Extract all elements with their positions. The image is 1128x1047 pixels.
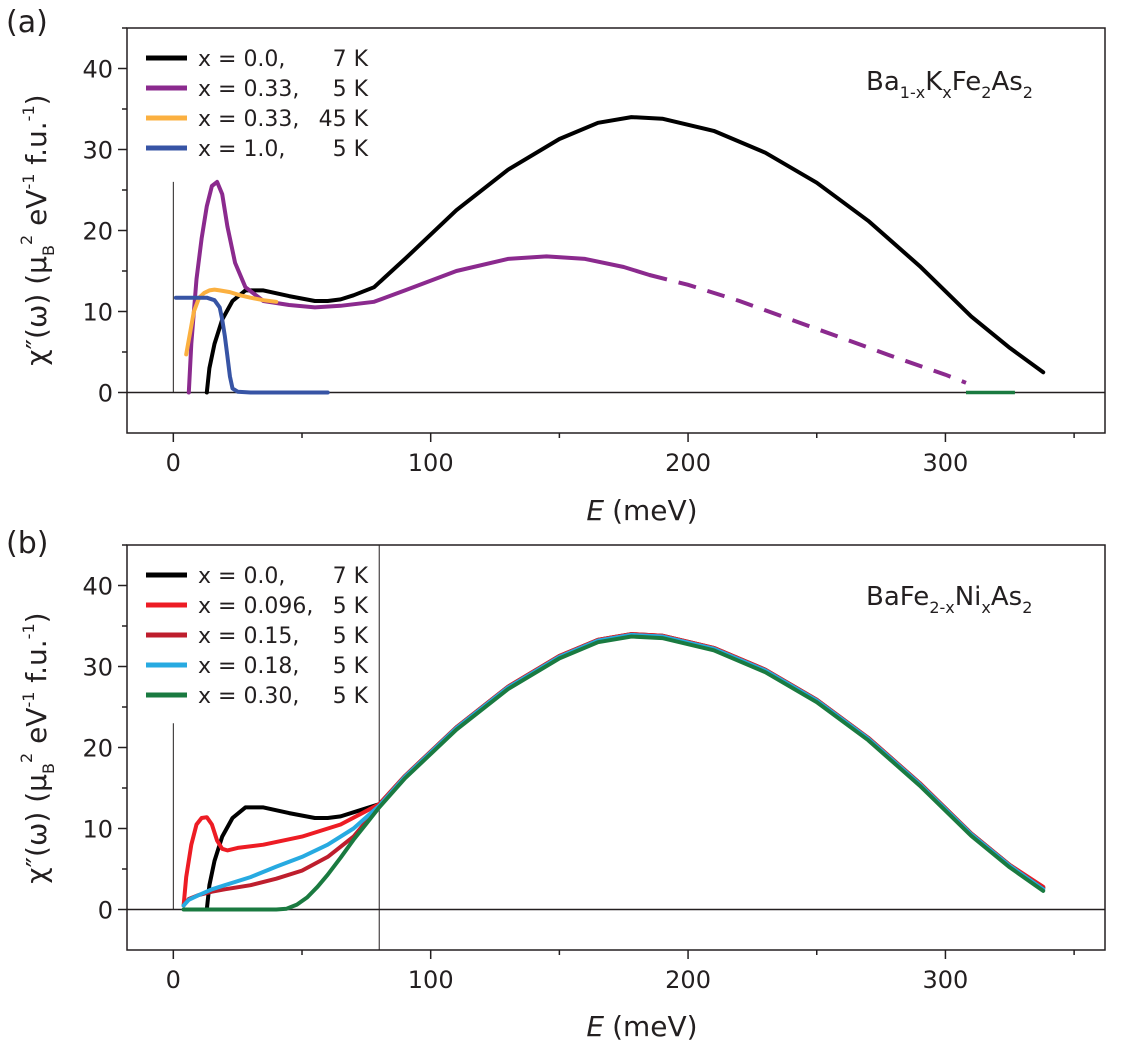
panel-a-x-axis-title: E (meV)	[586, 494, 697, 527]
panel-a-reference-lines	[127, 181, 1105, 394]
series-line	[184, 287, 279, 357]
panel-b-label: (b)	[6, 526, 48, 561]
legend-temperature: 45 K	[319, 107, 369, 132]
x-tick-label: 100	[408, 449, 454, 477]
y-tick-label: 10	[82, 299, 113, 327]
panel-a-ticks: 0 100 200 300 0 10 20 30 40	[82, 27, 1075, 477]
legend-label: x = 0.33,	[198, 107, 299, 132]
y-tick-label: 0	[98, 897, 113, 925]
legend-temperature: 5 K	[333, 684, 369, 709]
y-tick-label: 40	[82, 573, 113, 601]
series-line	[181, 632, 1046, 908]
legend-temperature: 7 K	[333, 47, 369, 72]
series-line-extrapolated	[649, 273, 967, 385]
x-tick-label: 300	[923, 449, 969, 477]
series-line	[181, 634, 1046, 912]
legend-label: x = 0.096,	[198, 594, 313, 619]
legend-item: x = 0.096, 5 K	[146, 594, 369, 619]
legend-label: x = 0.0,	[198, 564, 285, 589]
panel-a-label: (a)	[6, 5, 48, 40]
x-tick-label: 200	[665, 966, 711, 994]
panel-b-legend: x = 0.0, 7 K x = 0.096, 5 K x = 0.15, 5 …	[146, 564, 369, 709]
legend-label: x = 0.30,	[198, 684, 299, 709]
legend-label: x = 1.0,	[198, 137, 285, 162]
legend-item: x = 0.0, 7 K	[146, 564, 369, 589]
legend-label: x = 0.33,	[198, 77, 299, 102]
legend-item: x = 0.33, 45 K	[146, 107, 369, 132]
panel-a-compound-label: Ba1-xKxFe2As2	[866, 67, 1033, 102]
y-tick-label: 0	[98, 380, 113, 408]
legend-temperature: 7 K	[333, 564, 369, 589]
y-tick-label: 20	[82, 735, 113, 763]
y-tick-label: 40	[82, 56, 113, 84]
panel-b: (b) 0 100 200 300 0 10 20 30 40 χ″(ω) (μB2 eV-1 …	[6, 526, 1106, 1043]
x-tick-label: 0	[166, 449, 181, 477]
legend-item: x = 0.18, 5 K	[146, 654, 369, 679]
panel-a-y-axis-title: χ″(ω) (μB2 eV-1 f.u.-1)	[17, 94, 58, 365]
panel-b-ticks: 0 100 200 300 0 10 20 30 40	[82, 544, 1075, 994]
y-tick-label: 20	[82, 218, 113, 246]
legend-label: x = 0.0,	[198, 47, 285, 72]
legend-item: x = 0.15, 5 K	[146, 624, 369, 649]
legend-temperature: 5 K	[333, 594, 369, 619]
legend-temperature: 5 K	[333, 654, 369, 679]
panel-a-legend: x = 0.0, 7 K x = 0.33, 5 K x = 0.33, 45 …	[146, 47, 369, 162]
series-line	[186, 179, 652, 395]
x-tick-label: 200	[665, 449, 711, 477]
x-tick-label: 300	[923, 966, 969, 994]
panel-b-reference-lines	[127, 545, 1105, 950]
legend-item: x = 0.30, 5 K	[146, 684, 369, 709]
panel-b-compound-label: BaFe2-xNixAs2	[866, 582, 1032, 617]
legend-item: x = 0.0, 7 K	[146, 47, 369, 72]
panel-b-series	[181, 632, 1046, 912]
series-line	[173, 295, 330, 395]
panel-b-y-axis-title: χ″(ω) (μB2 eV-1 f.u.-1)	[17, 612, 58, 883]
legend-temperature: 5 K	[333, 624, 369, 649]
y-tick-label: 10	[82, 816, 113, 844]
y-tick-label: 30	[82, 654, 113, 682]
legend-temperature: 5 K	[333, 137, 369, 162]
y-tick-label: 30	[82, 137, 113, 165]
legend-item: x = 0.33, 5 K	[146, 77, 369, 102]
x-tick-label: 0	[166, 966, 181, 994]
panel-b-x-axis-title: E (meV)	[586, 1010, 697, 1043]
panel-a-series	[173, 115, 1046, 395]
legend-label: x = 0.18,	[198, 654, 299, 679]
legend-item: x = 1.0, 5 K	[146, 137, 369, 162]
panel-a: (a) 0 100 200 300 0 10 20 30 40 χ″(ω) (μB2 eV-1 …	[6, 5, 1106, 527]
x-tick-label: 100	[408, 966, 454, 994]
legend-temperature: 5 K	[333, 77, 369, 102]
legend-label: x = 0.15,	[198, 624, 299, 649]
